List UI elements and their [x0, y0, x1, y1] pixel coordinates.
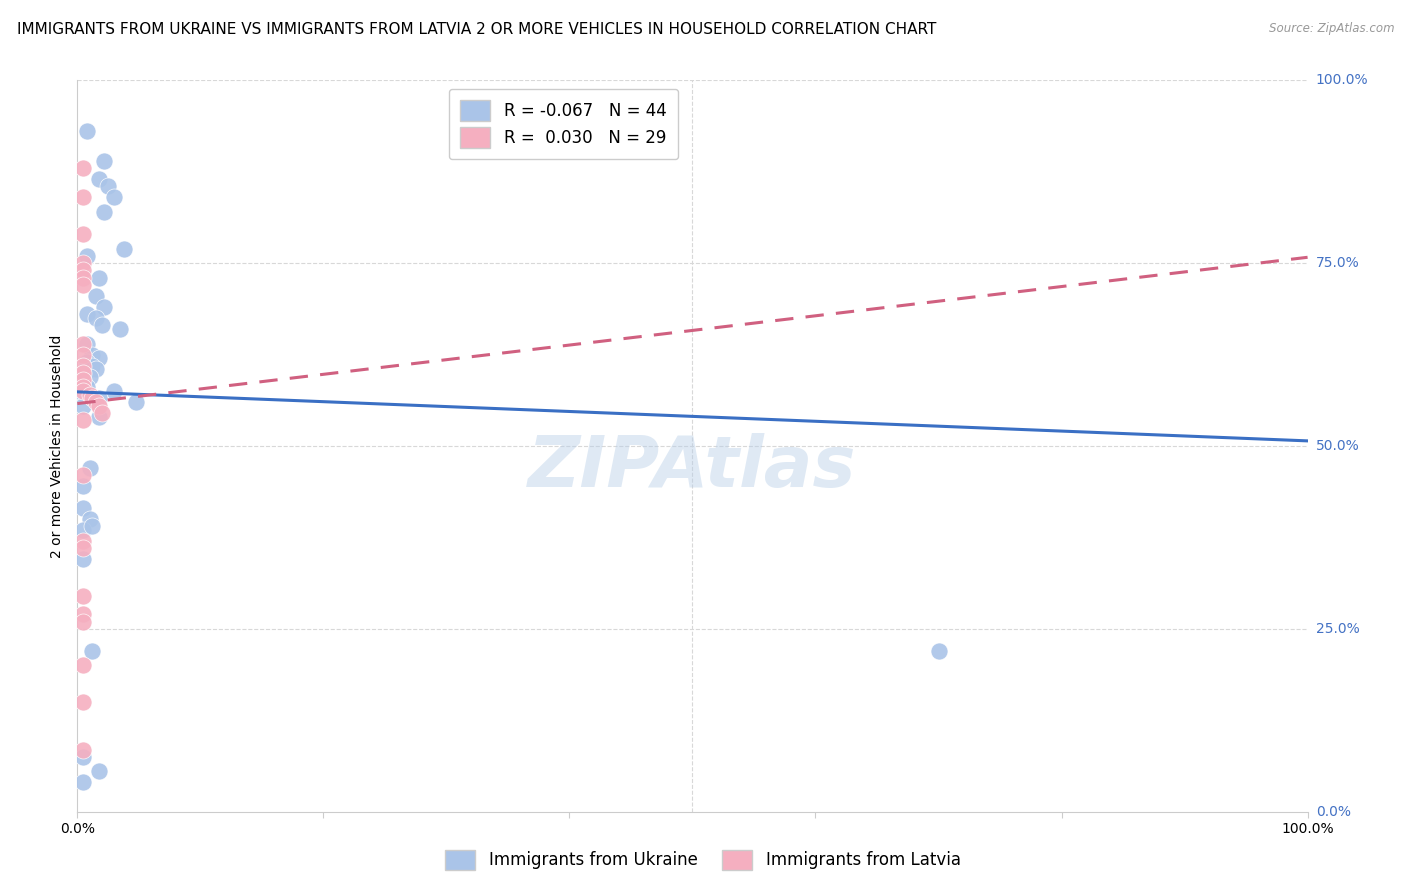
Point	[84, 310, 107, 325]
Text: 100.0%: 100.0%	[1316, 73, 1368, 87]
Point	[93, 153, 115, 168]
Point	[82, 347, 104, 362]
Point	[97, 179, 120, 194]
Point	[76, 355, 98, 369]
Point	[72, 386, 94, 401]
Point	[72, 695, 94, 709]
Point	[76, 380, 98, 394]
Point	[89, 392, 111, 406]
Y-axis label: 2 or more Vehicles in Household: 2 or more Vehicles in Household	[51, 334, 65, 558]
Text: 0.0%: 0.0%	[1316, 805, 1351, 819]
Point	[103, 190, 125, 204]
Point	[89, 409, 111, 424]
Point	[72, 552, 94, 566]
Point	[72, 263, 94, 277]
Point	[72, 336, 94, 351]
Point	[79, 369, 101, 384]
Point	[103, 384, 125, 399]
Point	[90, 318, 114, 333]
Legend: Immigrants from Ukraine, Immigrants from Latvia: Immigrants from Ukraine, Immigrants from…	[439, 843, 967, 877]
Point	[72, 384, 94, 399]
Point	[82, 519, 104, 533]
Point	[89, 764, 111, 779]
Point	[72, 366, 94, 380]
Text: Source: ZipAtlas.com: Source: ZipAtlas.com	[1270, 22, 1395, 36]
Point	[112, 242, 135, 256]
Point	[72, 479, 94, 493]
Point	[82, 392, 104, 406]
Point	[76, 307, 98, 321]
Point	[72, 347, 94, 362]
Point	[93, 205, 115, 219]
Point	[72, 742, 94, 756]
Point	[72, 190, 94, 204]
Text: 75.0%: 75.0%	[1316, 256, 1360, 270]
Point	[125, 395, 148, 409]
Point	[79, 388, 101, 402]
Point	[72, 373, 94, 387]
Point	[72, 615, 94, 629]
Point	[84, 362, 107, 376]
Point	[93, 300, 115, 314]
Point	[72, 534, 94, 549]
Point	[72, 380, 94, 394]
Point	[72, 523, 94, 537]
Point	[72, 227, 94, 241]
Point	[89, 399, 111, 413]
Point	[89, 351, 111, 366]
Point	[76, 249, 98, 263]
Point	[84, 395, 107, 409]
Point	[72, 256, 94, 270]
Text: 25.0%: 25.0%	[1316, 622, 1360, 636]
Text: IMMIGRANTS FROM UKRAINE VS IMMIGRANTS FROM LATVIA 2 OR MORE VEHICLES IN HOUSEHOL: IMMIGRANTS FROM UKRAINE VS IMMIGRANTS FR…	[17, 22, 936, 37]
Point	[72, 589, 94, 603]
Text: ZIPAtlas: ZIPAtlas	[529, 434, 856, 502]
Point	[72, 399, 94, 413]
Point	[72, 468, 94, 483]
Point	[76, 336, 98, 351]
Point	[72, 775, 94, 789]
Point	[72, 607, 94, 622]
Point	[72, 366, 94, 380]
Point	[89, 172, 111, 186]
Point	[110, 322, 132, 336]
Point	[72, 541, 94, 556]
Point	[928, 644, 950, 658]
Point	[72, 270, 94, 285]
Point	[82, 359, 104, 373]
Point	[84, 289, 107, 303]
Point	[89, 270, 111, 285]
Point	[79, 512, 101, 526]
Point	[79, 461, 101, 475]
Legend: R = -0.067   N = 44, R =  0.030   N = 29: R = -0.067 N = 44, R = 0.030 N = 29	[449, 88, 678, 160]
Point	[82, 644, 104, 658]
Point	[72, 373, 94, 387]
Text: 50.0%: 50.0%	[1316, 439, 1360, 453]
Point	[72, 161, 94, 175]
Point	[79, 389, 101, 403]
Point	[72, 413, 94, 427]
Point	[72, 278, 94, 293]
Point	[72, 749, 94, 764]
Point	[72, 359, 94, 373]
Point	[76, 124, 98, 138]
Point	[72, 501, 94, 516]
Point	[72, 658, 94, 673]
Point	[90, 406, 114, 420]
